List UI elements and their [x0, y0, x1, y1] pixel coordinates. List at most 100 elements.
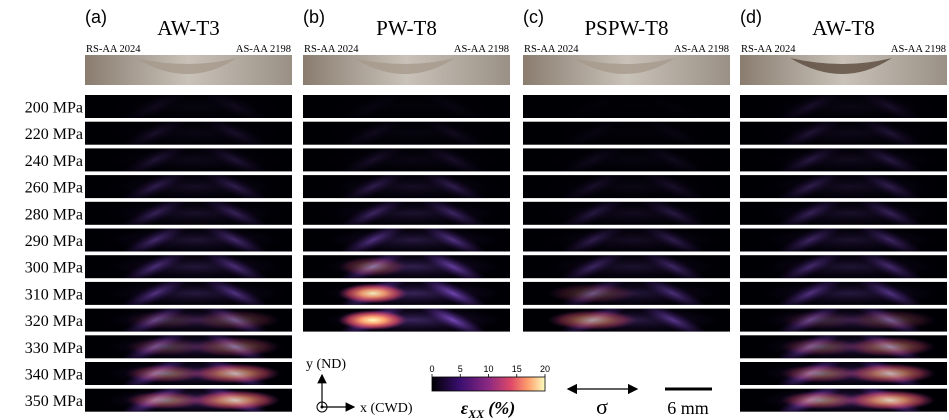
colorbar [431, 376, 546, 392]
strain-band [323, 201, 503, 225]
left-material: RS-AA 2024 [741, 44, 796, 55]
strain-band [760, 95, 940, 118]
strain-map [85, 175, 292, 199]
strain-map [523, 148, 730, 172]
strain-map [303, 255, 510, 279]
strain-bands [543, 281, 723, 305]
strain-band [323, 148, 503, 172]
strain-bands [105, 362, 285, 385]
stress-level-label: 240 MPa [25, 153, 83, 170]
strain-map [740, 362, 947, 385]
strain-band [323, 93, 503, 121]
strain-map [740, 281, 947, 305]
strain-map [303, 308, 510, 332]
strain-bands [543, 119, 723, 147]
strain-band [105, 201, 285, 225]
strain-bands [323, 175, 503, 199]
strain-bands [543, 228, 723, 252]
left-material: RS-AA 2024 [524, 44, 579, 55]
strain-bands [105, 255, 285, 279]
x-axis-label: x (CWD) [360, 401, 413, 416]
legend: y (ND) x (CWD) εXX (%) σ 6 mm [306, 357, 712, 420]
strain-bands [323, 255, 503, 279]
panel-title: PW-T8 [376, 16, 437, 40]
strain-bands [760, 281, 940, 305]
strain-map [85, 228, 292, 252]
strain-map [303, 175, 510, 199]
strain-band [543, 175, 723, 199]
strain-band [323, 121, 503, 145]
strain-bands [543, 255, 723, 279]
strain-map [523, 228, 730, 252]
strain-bands [760, 121, 940, 145]
strain-map [523, 308, 730, 332]
strain-map [85, 388, 292, 412]
strain-band [336, 95, 410, 118]
strain-map [523, 201, 730, 225]
panel-label: (a) [85, 7, 107, 27]
strain-band [556, 121, 630, 145]
z-symbol [316, 401, 328, 413]
colorbar-symbol: ε [461, 398, 469, 418]
strain-bands [323, 93, 503, 121]
strain-bands [105, 228, 285, 252]
strain-hotspot [845, 336, 935, 357]
strain-map [85, 308, 292, 332]
strain-bands [543, 308, 723, 332]
strain-hotspot [780, 391, 860, 410]
panel-title: PSPW-T8 [584, 16, 668, 40]
strain-band [543, 148, 723, 172]
strain-band [543, 119, 723, 147]
strain-hotspot [845, 310, 935, 331]
strain-band [760, 201, 940, 225]
strain-band [105, 281, 285, 305]
load-symbol: σ [596, 394, 608, 419]
strain-hotspot [338, 310, 408, 331]
strain-bands [760, 255, 940, 279]
strain-hotspot [190, 390, 280, 411]
right-material: AS-AA 2198 [454, 44, 509, 55]
strain-map [303, 148, 510, 172]
z-symbol-dot [320, 405, 324, 409]
weld-nugget [790, 58, 892, 74]
colorbar-unit: (%) [488, 398, 515, 419]
strain-map [523, 281, 730, 305]
strain-band [543, 93, 723, 121]
strain-band [760, 228, 940, 252]
strain-band [760, 281, 940, 305]
panel-label: (b) [303, 7, 325, 27]
strain-map [740, 388, 947, 412]
strain-map [85, 95, 292, 118]
strain-hotspot [780, 364, 860, 383]
strain-map [85, 335, 292, 359]
strain-hotspot [845, 390, 935, 411]
panel-label: (c) [523, 7, 544, 27]
right-material: AS-AA 2198 [236, 44, 291, 55]
strain-bands [760, 201, 940, 225]
strain-band [760, 175, 940, 199]
strain-map [740, 201, 947, 225]
strain-band [105, 121, 285, 145]
stress-level-label: 280 MPa [25, 206, 83, 223]
strain-bands [543, 175, 723, 199]
panel-label: (d) [740, 7, 762, 27]
strain-map [85, 255, 292, 279]
strain-map [85, 148, 292, 172]
strain-bands [760, 228, 940, 252]
strain-bands [543, 201, 723, 225]
strain-hotspot [190, 310, 280, 331]
strain-bands [760, 175, 940, 199]
strain-bands [105, 388, 285, 412]
weld-nugget [353, 58, 455, 74]
strain-map [740, 95, 947, 118]
stress-level-label: 220 MPa [25, 126, 83, 143]
strain-band [105, 255, 285, 279]
strain-bands [105, 95, 285, 118]
strain-hotspot [780, 311, 860, 330]
right-material: AS-AA 2198 [891, 44, 946, 55]
strain-bands [105, 148, 285, 172]
strain-bands [760, 148, 940, 172]
panel-title: AW-T8 [812, 16, 874, 40]
strain-bands [760, 95, 940, 118]
